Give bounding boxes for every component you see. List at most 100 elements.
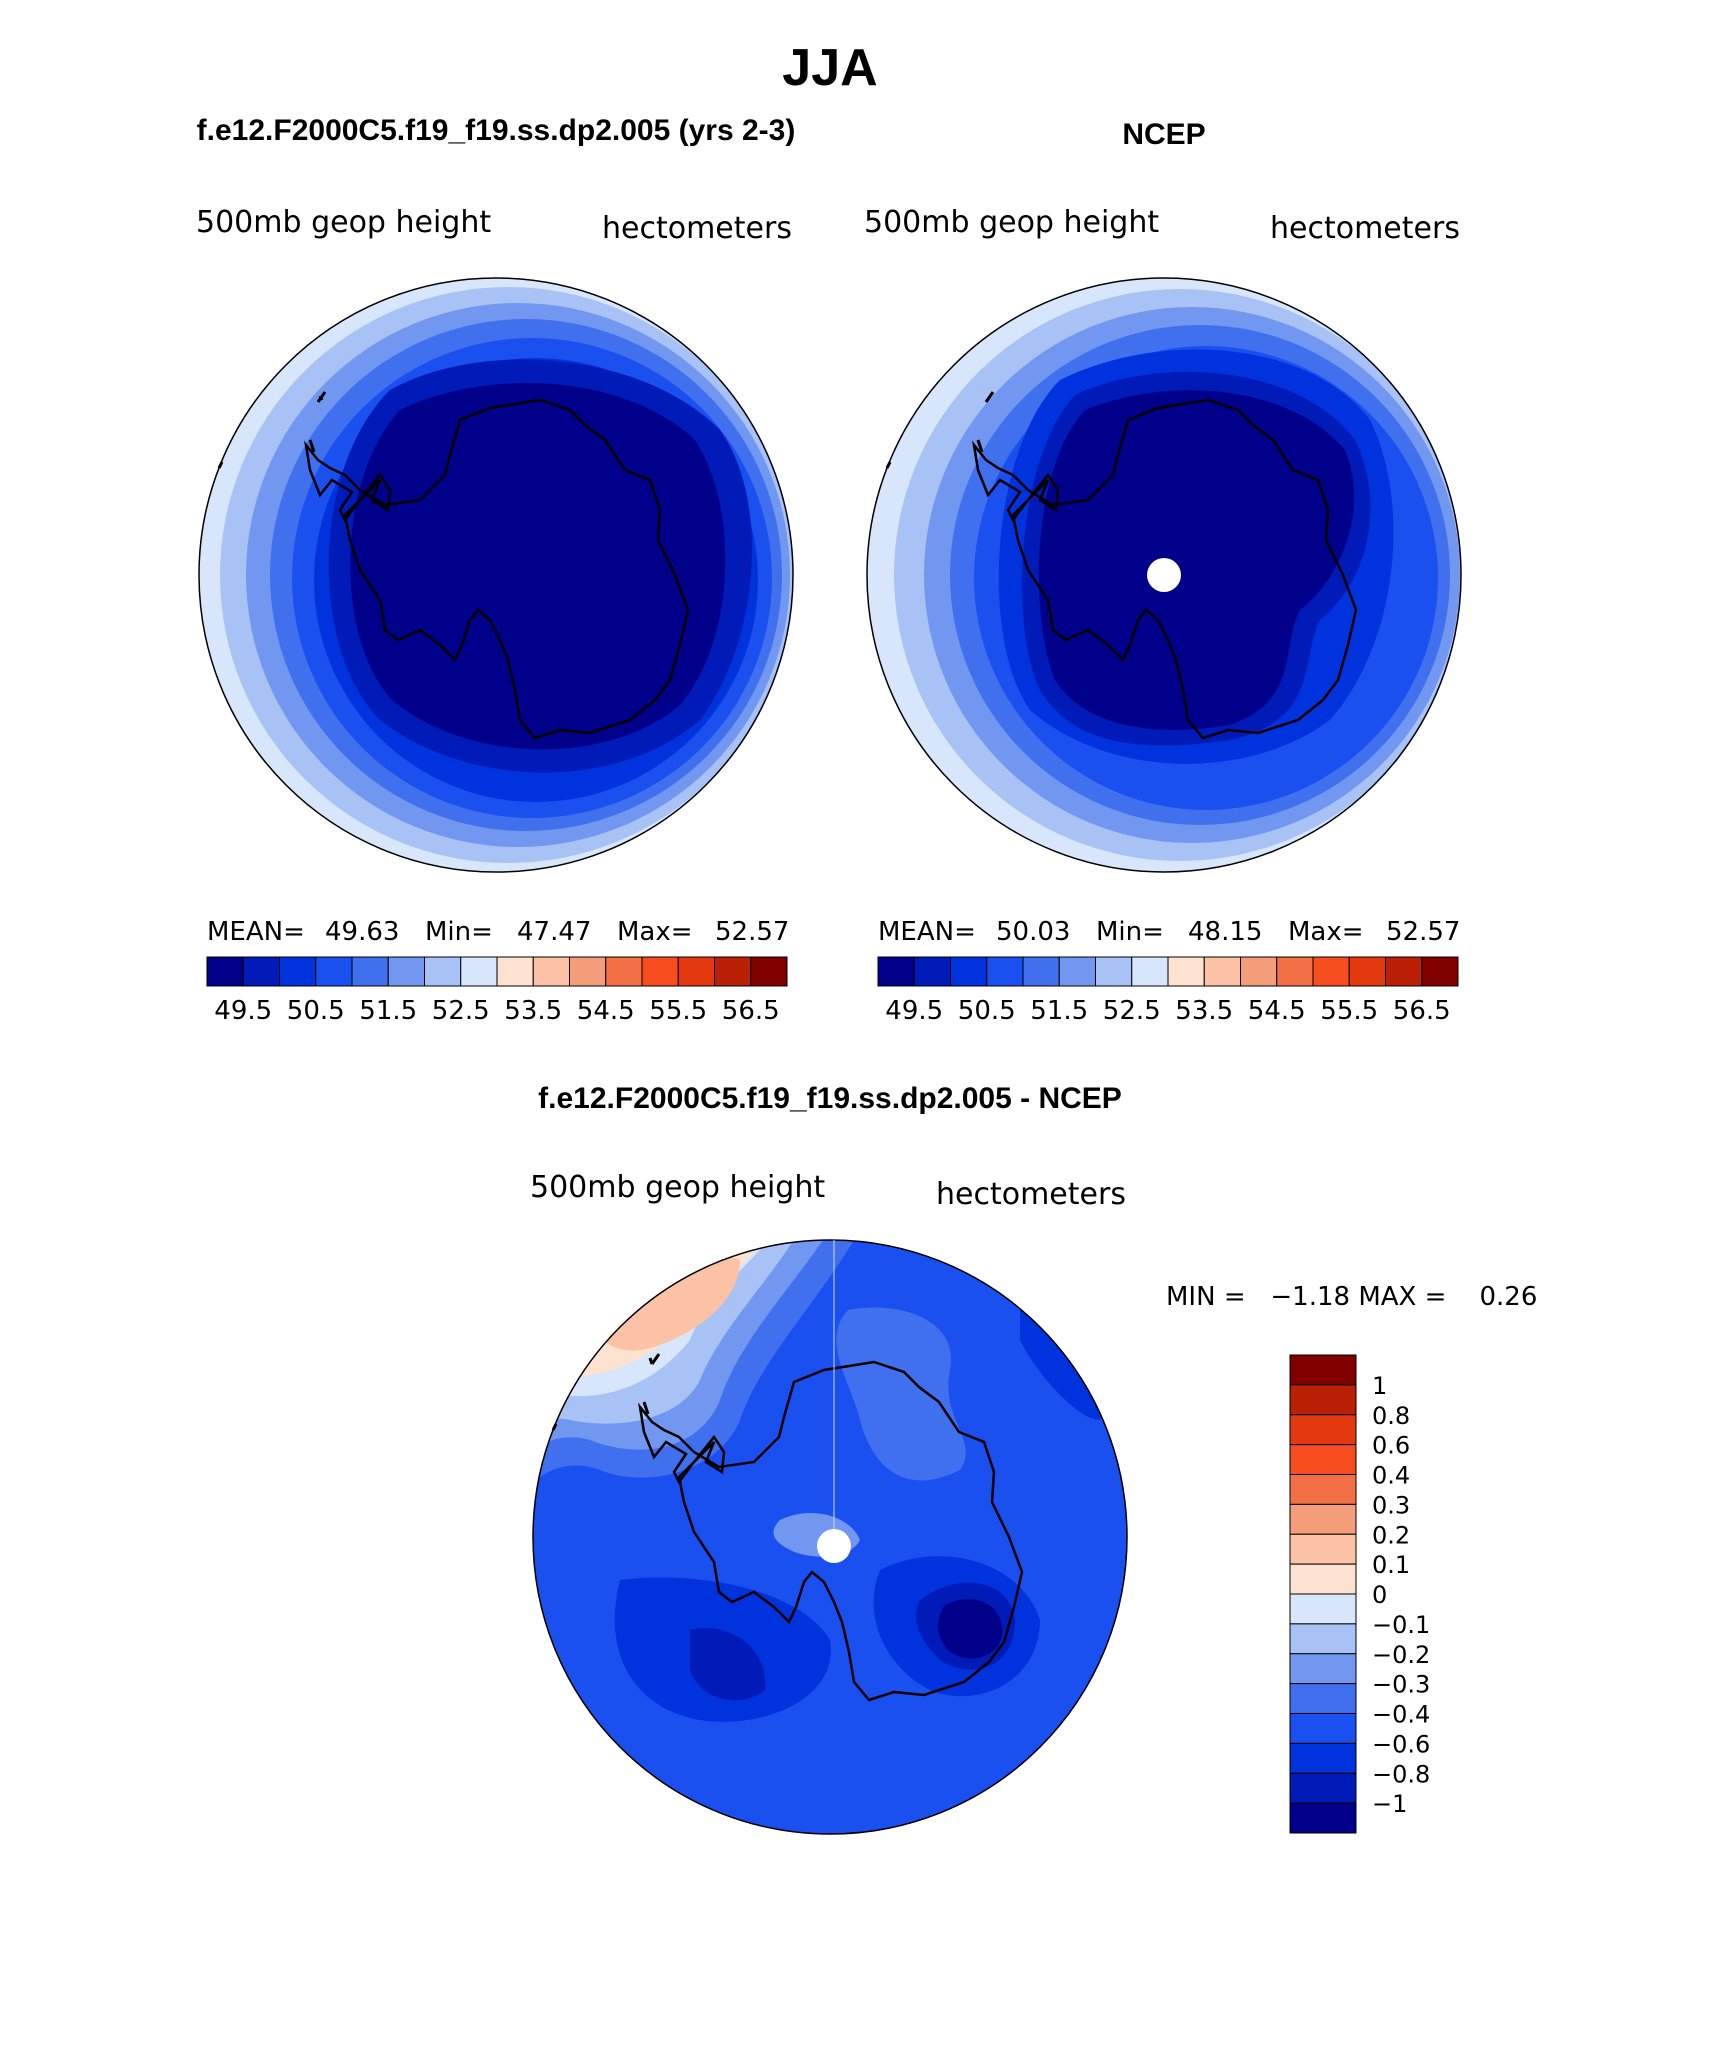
panel-a-colorbar-tick-0: 49.5: [214, 996, 272, 1026]
panel-b-colorbar-box-13: [1348, 956, 1386, 987]
panel-b-title: NCEP: [1122, 118, 1205, 151]
panel-c-map-border: [532, 1239, 1128, 1835]
panel-c-colorbar-box-3: [1289, 1444, 1357, 1475]
panel-b-colorbar-box-0: [877, 956, 915, 987]
panel-c-colorbar-box-8: [1289, 1593, 1357, 1625]
panel-c-colorbar-tick-5: 0.2: [1372, 1521, 1410, 1549]
panel-a-colorbar-box-8: [496, 956, 534, 987]
panel-c-colorbar-box-2: [1289, 1414, 1357, 1446]
panel-b-colorbar-box-4: [1022, 956, 1060, 987]
panel-a-colorbar-box-14: [714, 956, 752, 987]
panel-c-colorbar-tick-2: 0.6: [1372, 1432, 1410, 1460]
panel-c-title: f.e12.F2000C5.f19_f19.ss.dp2.005 - NCEP: [538, 1082, 1122, 1115]
panel-b-colorbar-tick-7: 56.5: [1393, 996, 1451, 1026]
panel-a-colorbar-box-4: [351, 956, 389, 987]
panel-a-map-border: [198, 277, 794, 873]
panel-b-map-border: [866, 277, 1462, 873]
panel-c-colorbar-box-9: [1289, 1623, 1357, 1655]
panel-c-colorbar-tick-6: 0.1: [1372, 1551, 1410, 1579]
panel-b-colorbar-tick-6: 55.5: [1320, 996, 1378, 1026]
panel-a-title: f.e12.F2000C5.f19_f19.ss.dp2.005 (yrs 2-…: [197, 114, 796, 147]
panel-a-colorbar-box-7: [460, 956, 498, 987]
panel-c-antarctica-outline: [638, 1360, 1024, 1702]
panel-a-colorbar-box-13: [677, 956, 715, 987]
panel-c-colorbar-tick-3: 0.4: [1372, 1462, 1410, 1490]
panel-c-colorbar-tick-4: 0.3: [1372, 1491, 1410, 1519]
panel-a-colorbar-box-5: [387, 956, 425, 987]
panel-c-colorbar-box-12: [1289, 1713, 1357, 1744]
panel-a-min-value: 47.47: [517, 917, 591, 947]
panel-b-colorbar-box-7: [1131, 956, 1169, 987]
panel-a-colorbar-box-3: [315, 956, 353, 987]
panel-b-variable: 500mb geop height: [864, 205, 1159, 240]
panel-a-colorbar-box-9: [532, 956, 570, 987]
panel-c-units: hectometers: [936, 1177, 1126, 1212]
panel-c-stats: MIN = −1.18 MAX = 0.26: [1166, 1282, 1537, 1312]
panel-c-islands: [551, 1353, 661, 1431]
panel-c-variable: 500mb geop height: [530, 1170, 825, 1205]
panel-c-colorbar-tick-11: −0.4: [1372, 1701, 1430, 1729]
panel-c-colorbar-box-7: [1289, 1563, 1357, 1595]
panel-a-colorbar-tick-6: 55.5: [649, 996, 707, 1026]
panel-c-colorbar-tick-13: −0.8: [1372, 1760, 1430, 1788]
panel-b-colorbar-box-5: [1058, 956, 1096, 987]
panel-b-colorbar-tick-1: 50.5: [958, 996, 1016, 1026]
panel-a-max-value: 52.57: [715, 917, 789, 947]
panel-a-variable: 500mb geop height: [196, 205, 491, 240]
panel-b-mean-value: 50.03: [996, 917, 1070, 947]
panel-b-colorbar-tick-0: 49.5: [885, 996, 943, 1026]
main-title: JJA: [782, 39, 877, 97]
panel-a-map: [199, 278, 793, 872]
panel-c-colorbar-box-0: [1289, 1354, 1357, 1386]
panel-a-colorbar-tick-4: 53.5: [504, 996, 562, 1026]
panel-b-pole-hole: [1147, 558, 1181, 592]
panel-c-colorbar-tick-10: −0.3: [1372, 1671, 1430, 1699]
panel-a-colorbar-tick-5: 54.5: [577, 996, 635, 1026]
panel-a-colorbar-tick-7: 56.5: [722, 996, 780, 1026]
panel-a-units: hectometers: [602, 211, 792, 246]
panel-c-colorbar-box-5: [1289, 1503, 1357, 1535]
panel-a-mean-value: 49.63: [325, 917, 399, 947]
panel-a-colorbar-tick-3: 52.5: [432, 996, 490, 1026]
panel-b-min-value: 48.15: [1188, 917, 1262, 947]
panel-c-colorbar-box-14: [1289, 1772, 1357, 1804]
panel-a-colorbar-box-2: [279, 956, 317, 987]
panel-b-islands: [885, 391, 995, 469]
panel-c-colorbar: 10.80.60.40.30.20.10−0.1−0.2−0.3−0.4−0.6…: [1289, 1354, 1430, 1834]
panel-b-colorbar: 49.5 50.5 51.5 52.5 53.5 54.5 55.5 56.5: [877, 956, 1459, 1026]
panel-a-min-label: Min=: [425, 917, 493, 947]
panel-b-colorbar-tick-2: 51.5: [1030, 996, 1088, 1026]
panel-a-colorbar-box-11: [605, 956, 643, 987]
panel-b-max-value: 52.57: [1386, 917, 1460, 947]
panel-c-colorbar-tick-9: −0.2: [1372, 1641, 1430, 1669]
panel-c-colorbar-tick-0: 1: [1372, 1372, 1387, 1400]
panel-b-colorbar-box-15: [1421, 956, 1459, 987]
panel-b-colorbar-box-11: [1276, 956, 1314, 987]
panel-b-colorbar-tick-4: 53.5: [1175, 996, 1233, 1026]
panel-b-colorbar-tick-3: 52.5: [1103, 996, 1161, 1026]
panel-b-min-label: Min=: [1096, 917, 1164, 947]
panel-a-colorbar-box-0: [206, 956, 244, 987]
panel-c-colorbar-tick-14: −1: [1372, 1790, 1407, 1818]
panel-b-colorbar-box-8: [1167, 956, 1205, 987]
panel-c-colorbar-box-6: [1289, 1533, 1357, 1565]
panel-c-colorbar-tick-1: 0.8: [1372, 1402, 1410, 1430]
panel-a-stats: MEAN= 49.63 Min= 47.47 Max= 52.57: [207, 917, 789, 947]
panel-a-colorbar-box-15: [750, 956, 788, 987]
panel-c-colorbar-box-1: [1289, 1384, 1357, 1416]
panel-a-colorbar-box-10: [569, 956, 607, 987]
panel-c-colorbar-box-4: [1289, 1474, 1357, 1505]
panel-b-stats: MEAN= 50.03 Min= 48.15 Max= 52.57: [878, 917, 1460, 947]
panel-b-colorbar-box-14: [1385, 956, 1423, 987]
panel-b-max-label: Max=: [1288, 917, 1364, 947]
panel-a-colorbar: 49.5 50.5 51.5 52.5 53.5 54.5 55.5 56.5: [206, 956, 788, 1026]
panel-a-colorbar-box-12: [641, 956, 679, 987]
panel-a-antarctica-outline: [304, 398, 690, 740]
panel-c-colorbar-tick-8: −0.1: [1372, 1611, 1430, 1639]
panel-b-antarctica-outline: [972, 398, 1358, 740]
panel-c-colorbar-tick-12: −0.6: [1372, 1730, 1430, 1758]
panel-c-colorbar-tick-7: 0: [1372, 1581, 1387, 1609]
panel-b-mean-label: MEAN=: [878, 917, 976, 947]
panel-b-colorbar-box-3: [986, 956, 1024, 987]
